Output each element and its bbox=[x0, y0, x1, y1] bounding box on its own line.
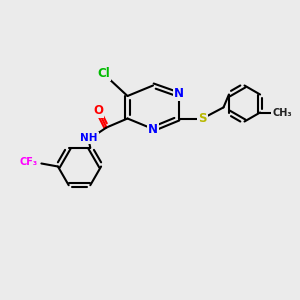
Text: CH₃: CH₃ bbox=[272, 107, 292, 118]
Text: S: S bbox=[198, 112, 207, 125]
Text: N: N bbox=[148, 123, 158, 136]
Text: NH: NH bbox=[80, 133, 98, 143]
Text: Cl: Cl bbox=[98, 67, 110, 80]
Text: CF₃: CF₃ bbox=[20, 157, 38, 167]
Text: N: N bbox=[173, 87, 184, 101]
Text: O: O bbox=[93, 104, 103, 118]
